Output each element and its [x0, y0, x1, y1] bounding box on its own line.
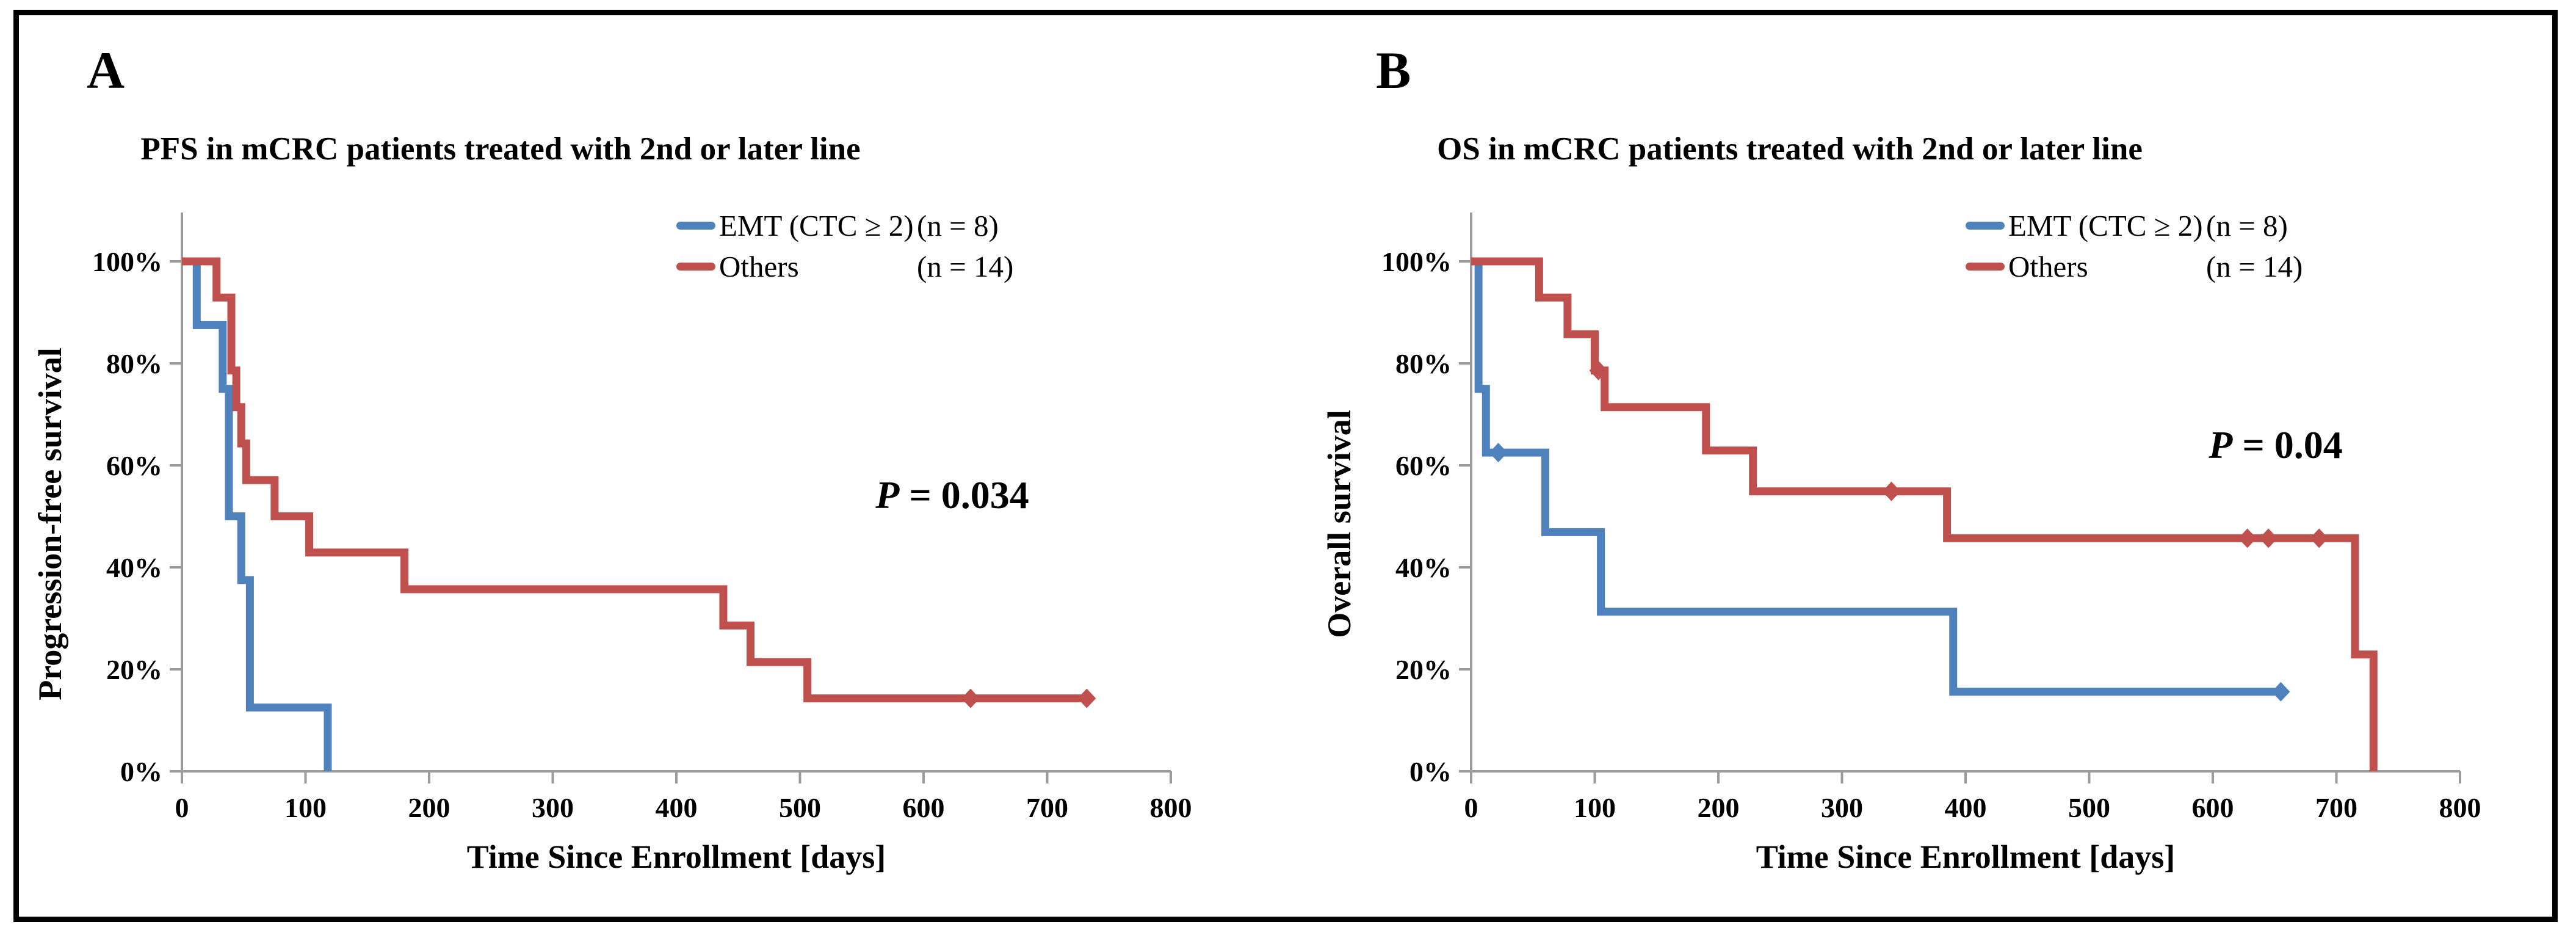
y-tick-label: 20%	[1395, 654, 1452, 685]
panel-b: B OS in mCRC patients treated with 2nd o…	[1308, 12, 2576, 928]
others-legend-count: (n = 14)	[2206, 250, 2303, 283]
x-tick-label: 700	[2315, 792, 2357, 823]
x-tick-label: 300	[532, 792, 574, 823]
panel-b-plot: 0 100 200 300 400 500 600 700 800 0% 20% 40% 60% 80% 1…	[1381, 213, 2481, 823]
x-tick-label: 300	[1821, 792, 1863, 823]
figure-border	[13, 10, 2558, 922]
censor-mark	[1489, 443, 1508, 463]
censor-mark	[2310, 528, 2329, 548]
emt-line-swatch	[1966, 222, 2005, 230]
x-tick-label: 400	[1945, 792, 1987, 823]
y-tick-label: 0%	[1409, 756, 1452, 787]
panel-a-letter: A	[87, 41, 125, 100]
y-tick-label: 60%	[106, 450, 162, 481]
legend-row-others: Others (n = 14)	[676, 246, 1013, 287]
p-symbol: P	[2209, 423, 2233, 467]
others-legend-label: Others	[719, 250, 799, 283]
y-tick-label: 40%	[1395, 552, 1452, 583]
legend-row-others: Others (n = 14)	[1966, 246, 2303, 287]
survival-curve-emt	[182, 257, 332, 771]
survival-curve-others	[1471, 257, 2378, 771]
x-tick-label: 200	[408, 792, 450, 823]
others-line-swatch	[1966, 263, 2005, 271]
p-number: = 0.04	[2232, 423, 2343, 467]
x-tick-label: 500	[779, 792, 821, 823]
emt-legend-label: EMT (CTC ≥ 2)	[719, 209, 914, 242]
censor-mark	[2259, 528, 2278, 548]
y-tick-label: 80%	[1395, 348, 1452, 379]
panel-b-p-value: P = 0.04	[2080, 423, 2471, 468]
emt-legend-label: EMT (CTC ≥ 2)	[2008, 209, 2203, 242]
panel-a-legend: EMT (CTC ≥ 2) (n = 8) Others (n = 14)	[676, 205, 1013, 287]
panel-a-plot: 0 100 200 300 400 500 600 700 800 0% 20% 40% 60% 80% 1…	[92, 213, 1192, 823]
emt-legend-count: (n = 8)	[917, 209, 999, 242]
y-tick-label: 80%	[106, 348, 162, 379]
panel-b-title: OS in mCRC patients treated with 2nd or …	[1437, 131, 2143, 167]
emt-legend-count: (n = 8)	[2206, 209, 2288, 242]
legend-row-emt: EMT (CTC ≥ 2) (n = 8)	[676, 205, 1013, 246]
panel-a: A PFS in mCRC patients treated with 2nd …	[18, 12, 1288, 928]
y-tick-label: 20%	[106, 654, 162, 685]
panel-b-x-axis-title: Time Since Enrollment [days]	[1756, 838, 2176, 875]
x-tick-label: 600	[903, 792, 945, 823]
censor-mark	[1077, 688, 1096, 708]
x-tick-label: 800	[2439, 792, 2481, 823]
survival-curve-emt	[1471, 257, 2281, 696]
censor-mark	[2271, 682, 2290, 702]
x-tick-label: 200	[1698, 792, 1740, 823]
censor-mark	[1589, 360, 1608, 380]
panel-a-p-value: P = 0.034	[757, 473, 1148, 518]
x-tick-label: 700	[1026, 792, 1068, 823]
x-tick-label: 0	[175, 792, 189, 823]
x-tick-label: 400	[656, 792, 698, 823]
p-number: = 0.034	[899, 473, 1029, 517]
emt-line-swatch	[676, 222, 715, 230]
y-tick-label: 60%	[1395, 450, 1452, 481]
survival-curve-others	[182, 257, 1087, 703]
y-tick-label: 100%	[1381, 246, 1452, 277]
x-tick-label: 100	[284, 792, 327, 823]
others-legend-label: Others	[2008, 250, 2088, 283]
x-tick-label: 100	[1574, 792, 1616, 823]
y-tick-label: 0%	[120, 756, 162, 787]
others-legend-count: (n = 14)	[917, 250, 1014, 283]
panel-a-title: PFS in mCRC patients treated with 2nd or…	[140, 131, 861, 167]
censor-mark	[961, 688, 980, 708]
x-tick-label: 600	[2192, 792, 2234, 823]
others-line-swatch	[676, 263, 715, 271]
panel-b-letter: B	[1376, 41, 1411, 100]
x-tick-label: 800	[1150, 792, 1192, 823]
censor-mark	[2238, 528, 2257, 548]
x-tick-label: 500	[2068, 792, 2110, 823]
legend-row-emt: EMT (CTC ≥ 2) (n = 8)	[1966, 205, 2303, 246]
p-symbol: P	[875, 473, 900, 517]
panel-a-x-axis-title: Time Since Enrollment [days]	[466, 838, 886, 875]
y-tick-label: 100%	[92, 246, 162, 277]
panel-b-legend: EMT (CTC ≥ 2) (n = 8) Others (n = 14)	[1966, 205, 2303, 287]
y-tick-label: 40%	[106, 552, 162, 583]
x-tick-label: 0	[1464, 792, 1478, 823]
censor-mark	[1882, 481, 1901, 501]
